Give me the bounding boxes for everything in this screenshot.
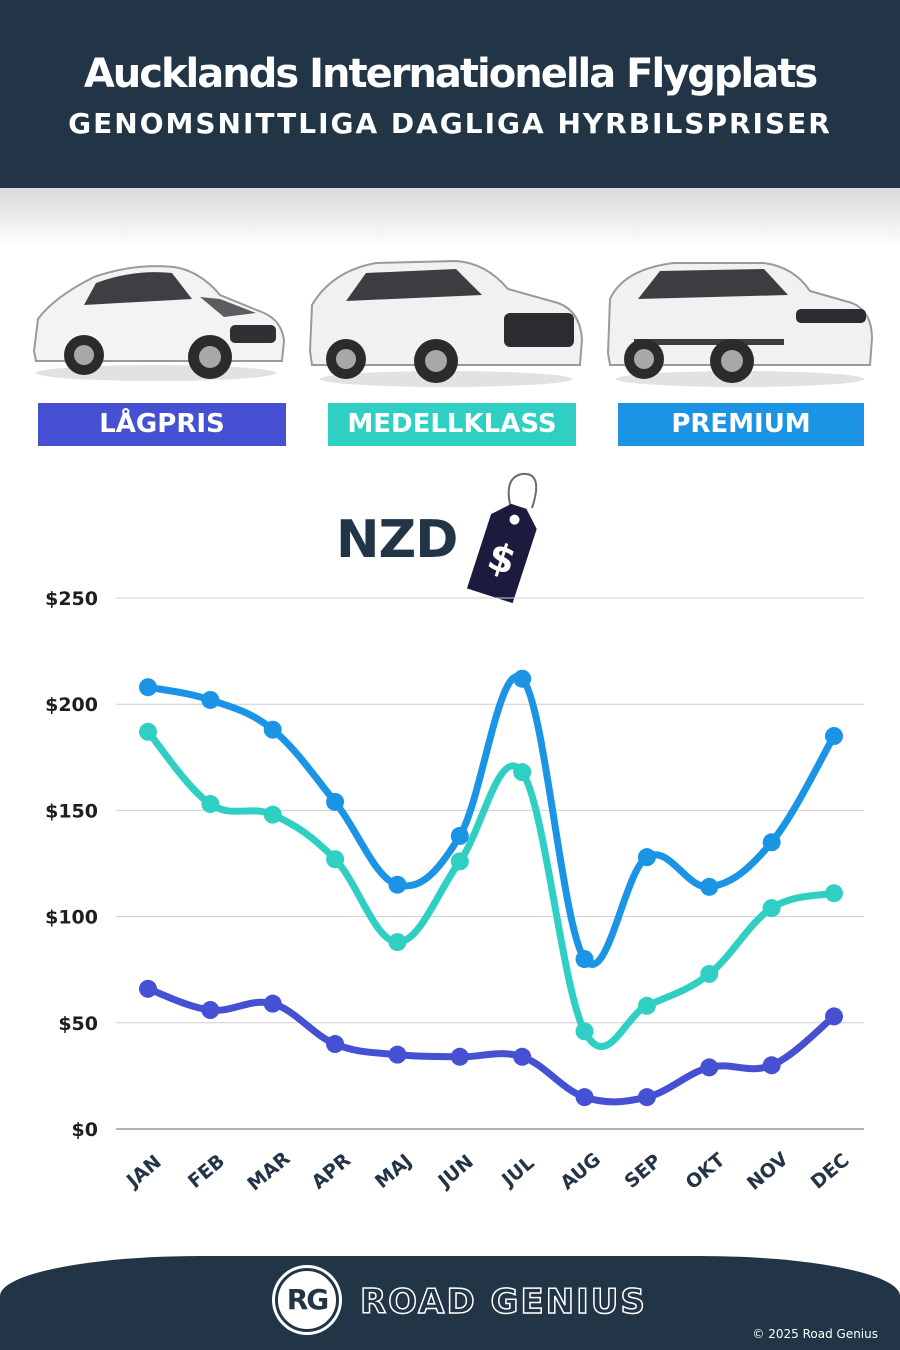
road-genius-logo: RG [275, 1268, 339, 1332]
data-point [450, 1047, 469, 1066]
series-line [144, 672, 838, 968]
price-tag-icon: $ [466, 472, 538, 604]
page-title: Aucklands Internationella Flygplats [83, 51, 818, 97]
x-tick-label: MAR [243, 1147, 294, 1195]
price-line-chart: $0 $50 $100 $150 $200 $250 JAN FEB MAR APR MAJ JUN… [45, 588, 864, 1195]
data-point [388, 875, 407, 894]
data-point [450, 852, 469, 871]
series-line [144, 728, 838, 1050]
suv-car-icon [308, 259, 584, 387]
x-tick-label: JAN [121, 1151, 166, 1193]
page-subtitle: GENOMSNITTLIGA DAGLIGA HYRBILSPRISER [68, 107, 832, 140]
hatchback-car-icon [32, 265, 286, 381]
data-point [513, 669, 532, 688]
y-tick-label: $100 [45, 907, 98, 929]
footer [0, 1256, 900, 1350]
data-point [201, 1001, 220, 1020]
data-point [263, 994, 282, 1013]
y-tick-label: $250 [45, 588, 98, 610]
y-tick-label: $150 [45, 800, 98, 822]
data-point [513, 763, 532, 782]
category-label-budget: LÅGPRIS [38, 403, 286, 446]
category-label-midsize: MEDELLKLASS [328, 403, 576, 446]
x-tick-label: JUL [496, 1152, 538, 1192]
data-point [139, 979, 157, 998]
y-tick-label: $0 [72, 1119, 98, 1141]
data-point [388, 1045, 407, 1064]
data-point [700, 964, 719, 983]
header: Aucklands Internationella Flygplats GENO… [0, 0, 900, 188]
brand-name: ROAD GENIUS [359, 1281, 647, 1323]
data-point [575, 1088, 594, 1107]
series-lågpris [139, 979, 843, 1107]
data-point [326, 792, 345, 811]
series-line [144, 985, 838, 1106]
premium-suv-icon [606, 262, 874, 387]
data-point [700, 877, 719, 896]
x-tick-label: NOV [743, 1148, 793, 1195]
data-point [139, 678, 157, 697]
data-point [575, 1022, 594, 1041]
x-axis-ticks: JAN FEB MAR APR MAJ JUN JUL AUG SEP OKT NOV DEC [121, 1147, 853, 1195]
data-point [637, 996, 656, 1015]
chart-grid [116, 597, 864, 1130]
data-point [762, 833, 781, 852]
data-point [388, 933, 407, 952]
header-shadow [0, 188, 900, 248]
x-tick-label: JUN [433, 1151, 478, 1194]
currency-label: NZD [336, 510, 458, 570]
series-medellklass [139, 722, 843, 1050]
x-tick-label: AUG [556, 1148, 605, 1194]
data-point [263, 720, 282, 739]
data-point [637, 1088, 656, 1107]
data-point [201, 795, 220, 814]
data-point [762, 899, 781, 918]
x-tick-label: FEB [184, 1150, 229, 1193]
chart-series [139, 669, 843, 1107]
data-point [326, 850, 345, 869]
x-tick-label: DEC [807, 1149, 854, 1193]
data-point [700, 1058, 719, 1077]
data-point [450, 826, 469, 845]
data-point [139, 722, 157, 741]
data-point [326, 1035, 345, 1054]
copyright: © 2025 Road Genius [752, 1327, 878, 1341]
x-tick-label: SEP [620, 1150, 665, 1193]
x-tick-label: OKT [682, 1149, 730, 1194]
data-point [825, 727, 843, 746]
data-point [825, 1007, 843, 1026]
data-point [825, 884, 843, 903]
data-point [762, 1056, 781, 1075]
data-point [575, 950, 594, 969]
data-point [263, 805, 282, 824]
category-label-premium: PREMIUM [618, 403, 864, 446]
y-tick-label: $50 [58, 1013, 98, 1035]
y-tick-label: $200 [45, 694, 98, 716]
data-point [201, 690, 220, 709]
series-premium [139, 669, 843, 969]
x-tick-label: APR [308, 1149, 356, 1194]
data-point [513, 1047, 532, 1066]
data-point [637, 848, 656, 867]
x-tick-label: MAJ [371, 1150, 416, 1193]
y-axis-ticks: $0 $50 $100 $150 $200 $250 [45, 588, 98, 1141]
